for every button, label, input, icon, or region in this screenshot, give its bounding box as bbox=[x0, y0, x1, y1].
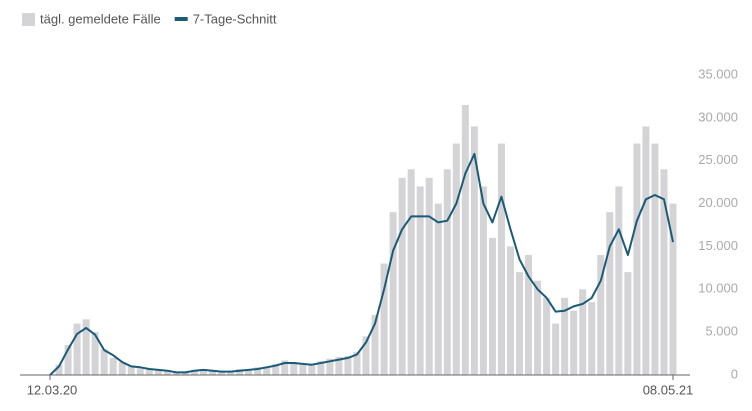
bar bbox=[570, 310, 578, 375]
x-tick-label: 12.03.20 bbox=[27, 382, 78, 397]
bar bbox=[64, 345, 72, 375]
bar bbox=[118, 362, 126, 375]
bar bbox=[308, 363, 316, 375]
bar bbox=[624, 272, 632, 375]
bar bbox=[344, 356, 352, 375]
bar bbox=[335, 357, 343, 375]
line bbox=[49, 152, 674, 376]
bar bbox=[669, 203, 677, 375]
bar bbox=[443, 169, 451, 375]
bar bbox=[660, 169, 668, 375]
bar bbox=[227, 372, 235, 375]
bar bbox=[479, 186, 487, 375]
bar bbox=[497, 143, 505, 375]
bar bbox=[73, 323, 81, 375]
bar bbox=[163, 369, 171, 375]
bar bbox=[380, 263, 388, 375]
bar bbox=[236, 369, 244, 375]
bar bbox=[398, 177, 406, 375]
bar bbox=[615, 186, 623, 375]
y-tick-label: 20.000 bbox=[698, 195, 738, 210]
bar bbox=[597, 255, 605, 375]
legend-label: tägl. gemeldete Fälle bbox=[40, 11, 161, 26]
bar bbox=[642, 126, 650, 375]
bar bbox=[561, 297, 569, 375]
bar bbox=[516, 272, 524, 375]
y-tick-label: 25.000 bbox=[698, 152, 738, 167]
bar bbox=[154, 370, 162, 375]
bar bbox=[263, 366, 271, 375]
bar bbox=[127, 365, 135, 375]
bar bbox=[371, 315, 379, 375]
bar bbox=[145, 369, 153, 375]
bar bbox=[633, 143, 641, 375]
legend-swatch bbox=[174, 17, 188, 21]
bar bbox=[434, 203, 442, 375]
bar bbox=[389, 212, 397, 375]
bar bbox=[362, 336, 370, 375]
bar bbox=[452, 143, 460, 375]
bar bbox=[55, 364, 63, 375]
bar bbox=[588, 302, 596, 375]
y-tick-label: 30.000 bbox=[698, 109, 738, 124]
bar bbox=[91, 332, 99, 375]
bar bbox=[100, 349, 108, 375]
bar bbox=[290, 362, 298, 375]
bar bbox=[82, 319, 90, 375]
bar bbox=[245, 370, 253, 375]
bar bbox=[218, 370, 226, 375]
bar bbox=[353, 351, 361, 375]
bar bbox=[425, 177, 433, 375]
bar bbox=[209, 371, 217, 375]
bar bbox=[461, 105, 469, 375]
bar bbox=[272, 363, 280, 375]
bar bbox=[651, 143, 659, 375]
bar bbox=[579, 289, 587, 375]
bar bbox=[136, 368, 144, 375]
y-tick-label: 5.000 bbox=[705, 324, 738, 339]
bar bbox=[109, 357, 117, 375]
bar bbox=[199, 369, 207, 375]
bar bbox=[543, 297, 551, 375]
bar bbox=[525, 255, 533, 375]
y-tick-label: 15.000 bbox=[698, 238, 738, 253]
bar bbox=[506, 246, 514, 375]
bar bbox=[326, 358, 334, 375]
bar bbox=[552, 323, 560, 375]
bar bbox=[534, 280, 542, 375]
y-tick-label: 35.000 bbox=[698, 66, 738, 81]
bar bbox=[407, 169, 415, 375]
y-tick-label: 10.000 bbox=[698, 281, 738, 296]
bar bbox=[416, 186, 424, 375]
bar bbox=[190, 369, 198, 375]
bar bbox=[606, 212, 614, 375]
bar bbox=[281, 360, 289, 375]
bar bbox=[488, 237, 496, 375]
bar bbox=[317, 361, 325, 375]
y-tick-label: 0 bbox=[731, 366, 738, 381]
x-tick-label: 08.05.21 bbox=[643, 382, 694, 397]
legend-swatch bbox=[22, 13, 35, 26]
bar bbox=[172, 372, 180, 375]
bar bbox=[470, 126, 478, 375]
legend-label: 7-Tage-Schnitt bbox=[193, 11, 277, 26]
bar bbox=[299, 364, 307, 375]
bar bbox=[254, 367, 262, 375]
